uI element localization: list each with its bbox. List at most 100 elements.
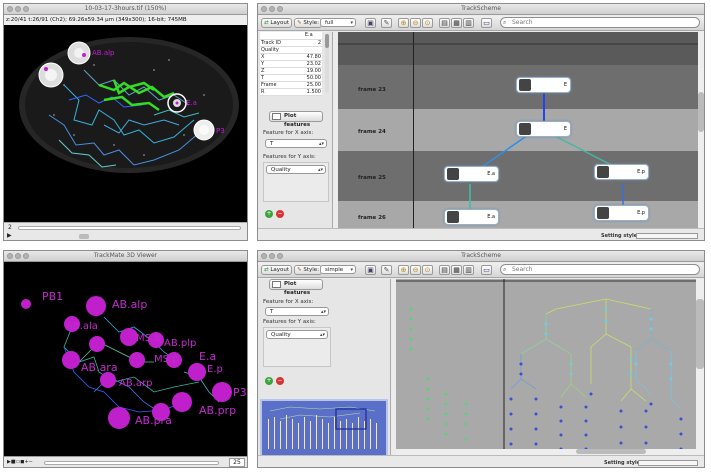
search-icon: ⌕ xyxy=(503,19,507,26)
progress-bar xyxy=(638,460,698,466)
capture-icon[interactable]: ▤ xyxy=(439,265,450,275)
style-select[interactable]: simple ▾ xyxy=(320,265,356,274)
layout-button[interactable]: ⇄ Layout xyxy=(261,18,293,28)
zoom-out-icon[interactable]: ⊖ xyxy=(410,265,421,275)
remove-button[interactable]: − xyxy=(276,210,284,218)
track-node-ea-25[interactable]: E.a xyxy=(444,166,499,182)
chevron-down-icon: ▾ xyxy=(350,20,353,26)
remove-button[interactable]: − xyxy=(276,377,284,385)
close-icon[interactable] xyxy=(7,253,13,259)
label-ab-alp: AB.alp xyxy=(92,49,115,57)
graph-scrollbar[interactable] xyxy=(698,32,704,228)
track-node-e-23[interactable]: E xyxy=(516,77,571,93)
pen-icon[interactable]: ✎ xyxy=(381,265,392,275)
table-row: Z 19.00 xyxy=(260,67,322,75)
export-icon[interactable]: ▦ xyxy=(451,18,462,28)
zoom-icon[interactable] xyxy=(23,253,29,259)
spot-label: MS.a xyxy=(136,333,160,344)
viewer-3d-canvas[interactable]: PB1 AB.alp AB.ala MS.a AB.plp AB.ara MS.… xyxy=(4,262,247,456)
zoom-fit-icon[interactable]: ⊙ xyxy=(422,265,433,275)
add-button[interactable]: + xyxy=(265,377,273,385)
y-axis-label: Features for Y axis: xyxy=(263,154,316,160)
play-icon[interactable]: ▶■▭◼+− xyxy=(7,459,33,465)
overview-minimap[interactable] xyxy=(260,399,388,457)
x-axis-select[interactable]: T ▴▾ xyxy=(265,307,329,316)
search-icon: ⌕ xyxy=(503,266,507,273)
zoom-icon[interactable] xyxy=(277,6,283,12)
image-window-titlebar[interactable]: 10-03-17-3hours.tif (150%) xyxy=(4,4,247,15)
track-node-e-24[interactable]: E xyxy=(516,121,571,137)
trackscheme-titlebar[interactable]: TrackScheme xyxy=(258,251,704,262)
track-node-ep-25[interactable]: E.p xyxy=(594,164,649,180)
style-button[interactable]: ✎ Style: xyxy=(294,265,323,275)
zoom-in-icon[interactable]: ⊕ xyxy=(398,265,409,275)
window-title: 10-03-17-3hours.tif (150%) xyxy=(84,5,167,12)
track-graph[interactable] xyxy=(396,279,696,455)
style-select[interactable]: full ▾ xyxy=(320,18,356,27)
window-icon[interactable]: ▭ xyxy=(481,265,492,275)
zoom-out-icon[interactable]: ⊖ xyxy=(410,18,421,28)
t-slider-bar[interactable]: ▶ xyxy=(4,232,247,240)
search-input[interactable]: ⌕ Search xyxy=(500,17,700,28)
zoom-in-icon[interactable]: ⊕ xyxy=(398,18,409,28)
save-icon[interactable]: ▥ xyxy=(463,18,474,28)
window-title: TrackScheme xyxy=(461,5,501,12)
zoom-icon[interactable] xyxy=(277,253,283,259)
t-slider-thumb[interactable] xyxy=(79,234,89,239)
style-button[interactable]: ✎ Style: xyxy=(294,18,323,28)
display-icon[interactable]: ▣ xyxy=(365,18,376,28)
add-button[interactable]: + xyxy=(265,210,273,218)
plot-features-button[interactable]: Plot features xyxy=(269,111,323,128)
chevron-down-icon: ▴▾ xyxy=(318,141,324,147)
close-icon[interactable] xyxy=(261,253,267,259)
track-graph[interactable]: frame 23 frame 24 frame 25 frame 26 E E … xyxy=(338,32,698,228)
track-node-ep-26[interactable]: E.p xyxy=(594,205,649,221)
y-axis-select[interactable]: Quality ▴▾ xyxy=(266,330,328,339)
viewer-titlebar[interactable]: TrackMate 3D Viewer xyxy=(4,251,247,262)
layout-button[interactable]: ⇄ Layout xyxy=(261,265,293,275)
microscopy-image[interactable]: AB.alp E.a P3 xyxy=(4,25,247,222)
track-node-ea-26[interactable]: E.a xyxy=(444,209,499,225)
close-icon[interactable] xyxy=(261,6,267,12)
y-axis-select[interactable]: Quality ▴▾ xyxy=(266,165,326,174)
spot-label: E.a xyxy=(199,350,216,363)
play-icon[interactable]: ▶ xyxy=(7,232,12,239)
frame-value[interactable]: 25 xyxy=(229,458,245,467)
hscrollbar[interactable] xyxy=(396,449,696,455)
minimize-icon[interactable] xyxy=(15,253,21,259)
save-icon[interactable]: ▥ xyxy=(463,265,474,275)
export-icon[interactable]: ▦ xyxy=(451,265,462,275)
x-axis-select[interactable]: T ▴▾ xyxy=(265,139,327,148)
plot-features-button[interactable]: Plot features xyxy=(269,279,323,296)
spot-thumbnail xyxy=(447,211,459,223)
window-title: TrackScheme xyxy=(461,252,501,259)
zoom-fit-icon[interactable]: ⊙ xyxy=(422,18,433,28)
table-scrollbar[interactable] xyxy=(325,34,329,92)
spot-thumbnail xyxy=(597,166,609,178)
minimize-icon[interactable] xyxy=(15,6,21,12)
status-text: Setting style. xyxy=(604,460,642,466)
trackscheme-titlebar[interactable]: TrackScheme xyxy=(258,4,704,15)
status-text: Setting style. xyxy=(601,233,639,239)
spot-label: AB.alp xyxy=(112,298,147,311)
z-slider-bar[interactable]: 2 xyxy=(4,222,247,232)
display-icon[interactable]: ▣ xyxy=(365,265,376,275)
minimize-icon[interactable] xyxy=(269,253,275,259)
frame-slider[interactable] xyxy=(44,461,219,465)
close-icon[interactable] xyxy=(7,6,13,12)
brush-icon: ✎ xyxy=(297,267,302,273)
spot-label: E.p xyxy=(207,364,223,375)
window-icon[interactable]: ▭ xyxy=(481,18,492,28)
zoom-icon[interactable] xyxy=(23,6,29,12)
minimize-icon[interactable] xyxy=(269,6,275,12)
graph-scrollbar[interactable] xyxy=(696,279,704,455)
search-input[interactable]: ⌕ Search xyxy=(500,264,700,275)
chevron-down-icon: ▴▾ xyxy=(320,309,326,315)
track-tree xyxy=(396,279,696,455)
capture-icon[interactable]: ▤ xyxy=(439,18,450,28)
feature-table: E.a Track ID 2 Quality X 47.80 Y 23.02 Z 19.… xyxy=(260,32,322,96)
z-slider-track[interactable] xyxy=(18,226,241,230)
pen-icon[interactable]: ✎ xyxy=(381,18,392,28)
status-bar: Setting style. xyxy=(258,455,704,467)
spot-label: AB.ala xyxy=(66,321,98,332)
